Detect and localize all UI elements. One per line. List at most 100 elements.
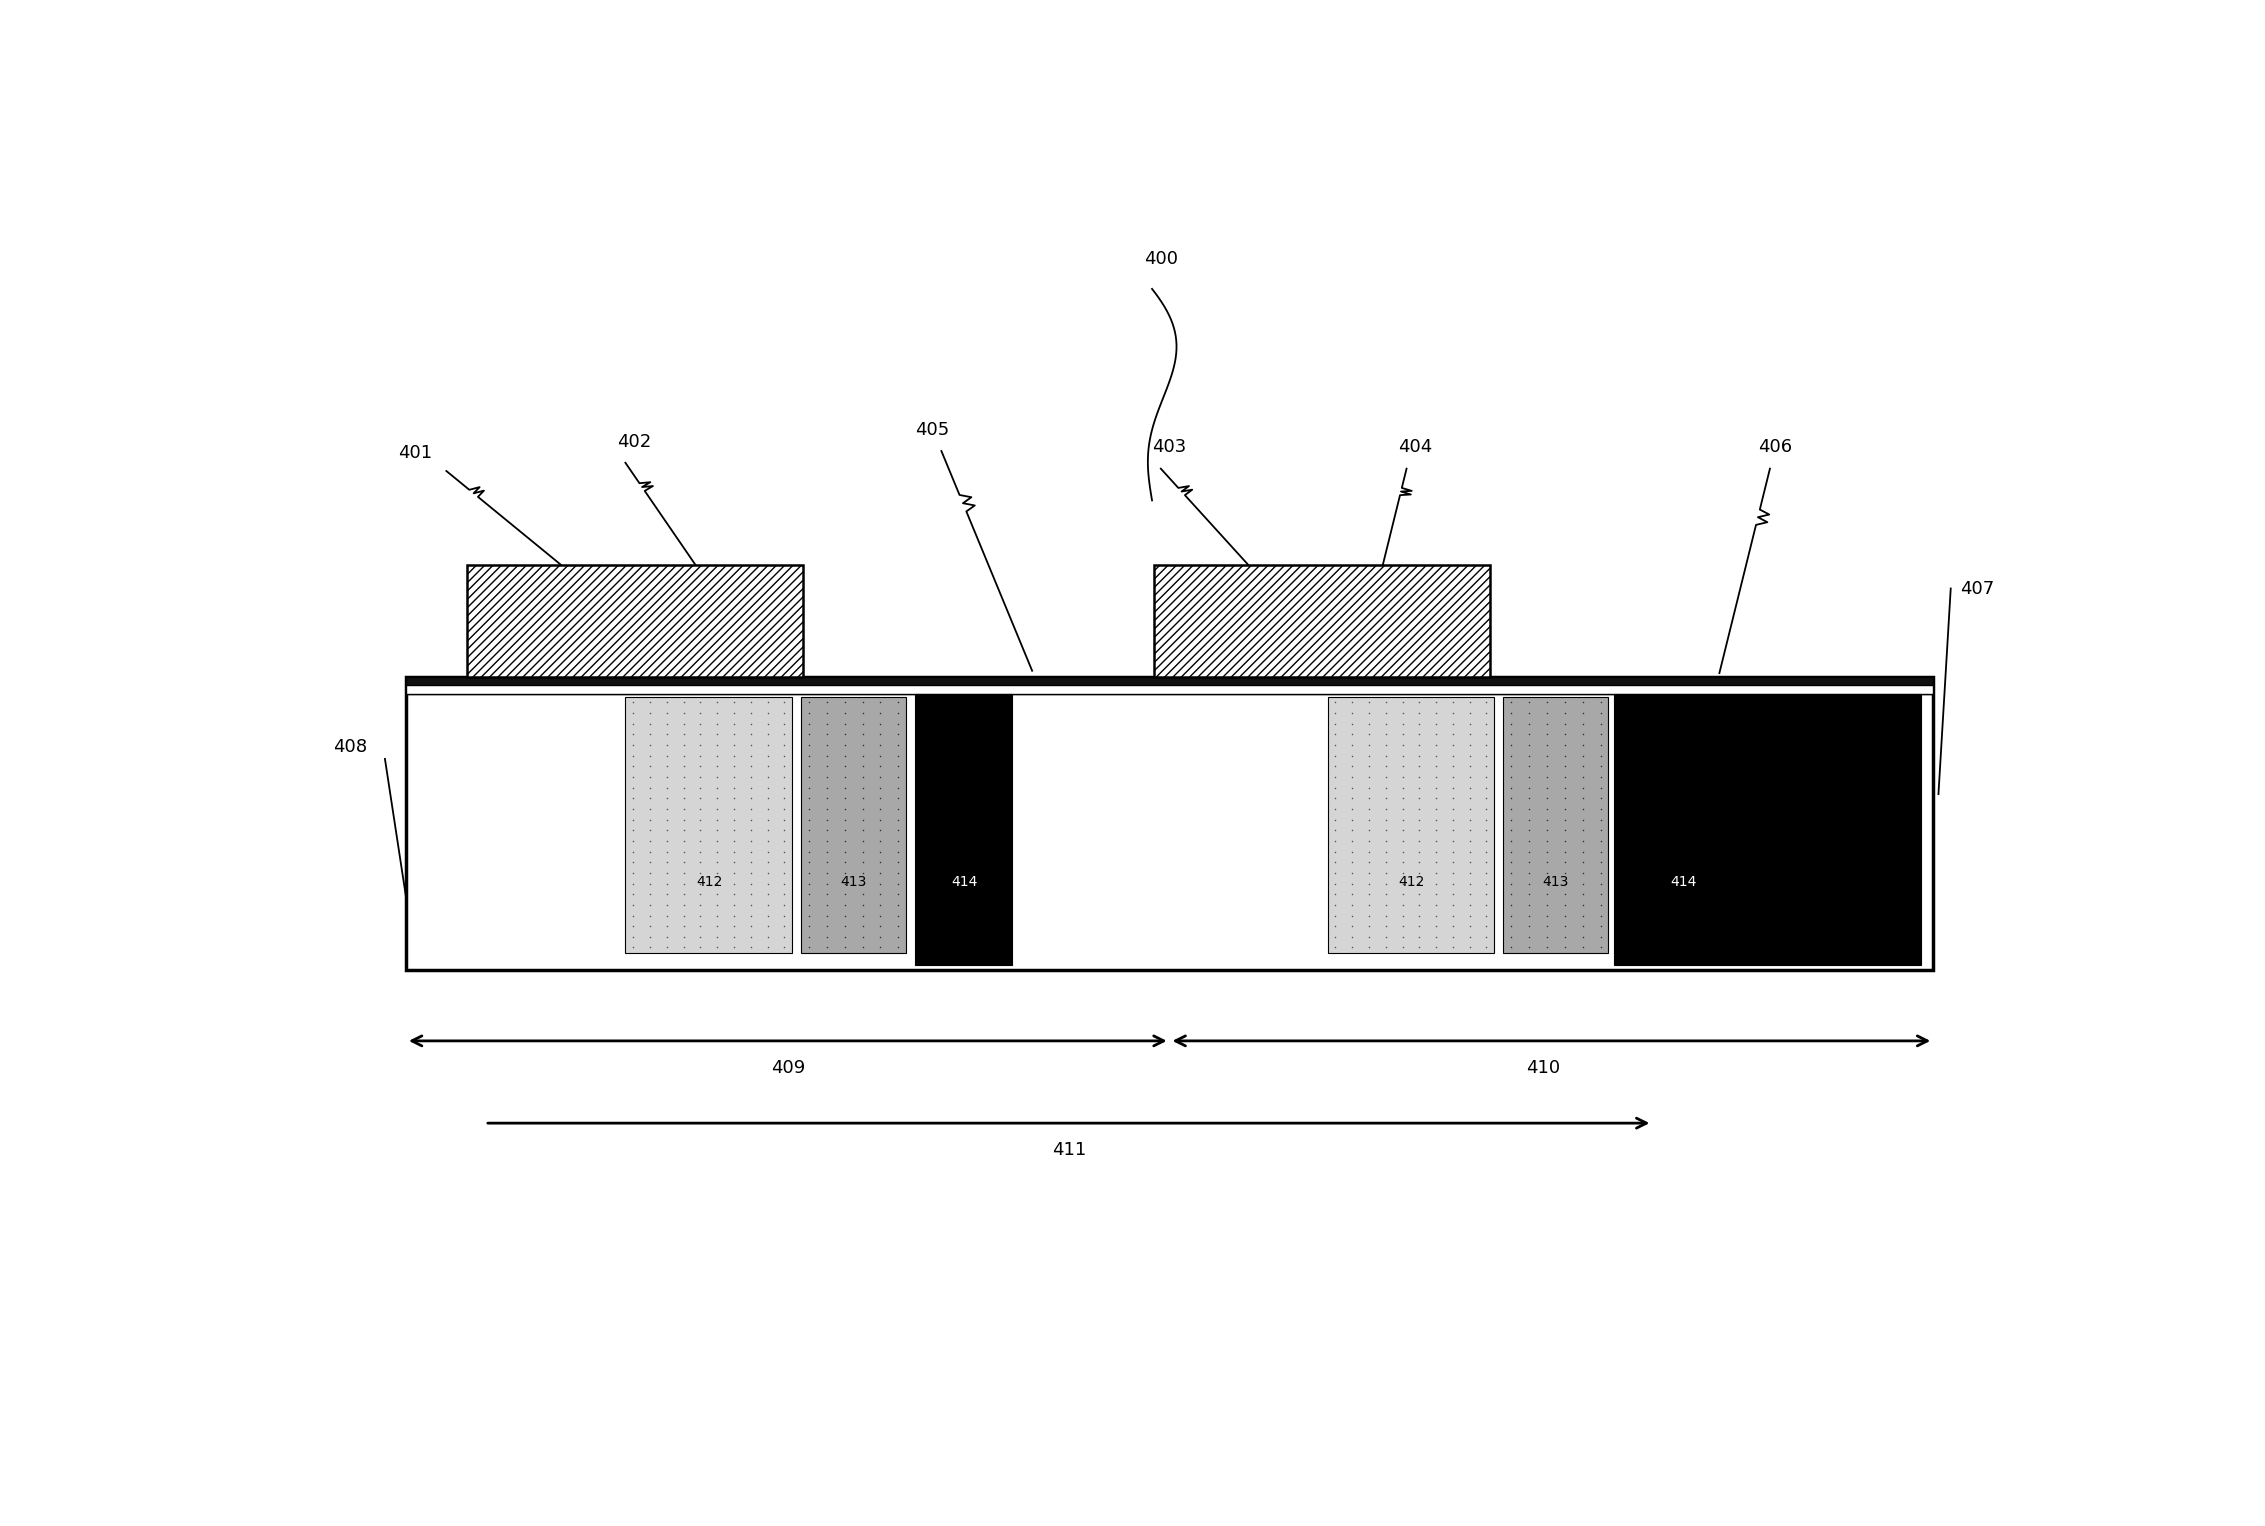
Point xyxy=(845,775,881,800)
Point xyxy=(1368,850,1404,874)
Point xyxy=(845,743,881,768)
Point xyxy=(700,914,736,938)
Point xyxy=(666,754,702,778)
Point xyxy=(1418,925,1454,949)
Point xyxy=(1452,700,1488,725)
Text: 405: 405 xyxy=(915,421,949,439)
Point xyxy=(1547,797,1583,821)
Point xyxy=(809,722,845,746)
Point xyxy=(1452,775,1488,800)
Point xyxy=(1511,743,1547,768)
Point xyxy=(863,743,899,768)
Point xyxy=(682,882,718,906)
Point xyxy=(1334,914,1370,938)
Point xyxy=(881,765,917,789)
Point xyxy=(716,775,752,800)
Point xyxy=(1350,711,1386,736)
Point xyxy=(716,914,752,938)
Point xyxy=(1583,893,1619,917)
Point xyxy=(1334,807,1370,832)
Point xyxy=(616,850,652,874)
Point xyxy=(648,861,684,885)
Point xyxy=(1368,711,1404,736)
Point xyxy=(750,722,786,746)
Point xyxy=(1565,797,1601,821)
Point xyxy=(682,732,718,757)
Point xyxy=(1452,893,1488,917)
Point xyxy=(1384,893,1420,917)
Point xyxy=(1468,829,1504,853)
Point xyxy=(1334,797,1370,821)
Point xyxy=(1384,871,1420,896)
Point xyxy=(1318,786,1354,810)
Point xyxy=(845,861,881,885)
Point xyxy=(1418,732,1454,757)
Point xyxy=(1434,850,1470,874)
Point xyxy=(700,743,736,768)
Point xyxy=(1368,743,1404,768)
Point xyxy=(632,711,668,736)
Point xyxy=(616,871,652,896)
Point xyxy=(648,722,684,746)
Point xyxy=(1350,807,1386,832)
Point xyxy=(716,935,752,960)
Point xyxy=(1583,807,1619,832)
Point xyxy=(1547,765,1583,789)
Point xyxy=(1418,775,1454,800)
Point xyxy=(863,914,899,938)
Text: 408: 408 xyxy=(333,739,367,755)
Point xyxy=(1334,861,1370,885)
Point xyxy=(1350,839,1386,864)
Point xyxy=(1452,690,1488,714)
Point xyxy=(1368,818,1404,842)
Point xyxy=(1318,925,1354,949)
Point xyxy=(716,754,752,778)
Point xyxy=(700,786,736,810)
Point xyxy=(682,829,718,853)
Point xyxy=(666,850,702,874)
Point xyxy=(750,818,786,842)
Point xyxy=(1468,711,1504,736)
Point xyxy=(682,722,718,746)
Point xyxy=(716,786,752,810)
Point xyxy=(1384,850,1420,874)
Point xyxy=(790,871,827,896)
Point xyxy=(1368,722,1404,746)
Point xyxy=(1565,690,1601,714)
Point xyxy=(1468,882,1504,906)
Point xyxy=(750,882,786,906)
Point xyxy=(750,850,786,874)
Point xyxy=(682,861,718,885)
Point xyxy=(827,850,863,874)
Point xyxy=(881,700,917,725)
Point xyxy=(750,807,786,832)
Point xyxy=(1511,882,1547,906)
Point xyxy=(1318,818,1354,842)
Point xyxy=(1334,690,1370,714)
Point xyxy=(1529,765,1565,789)
Point xyxy=(881,903,917,928)
Point xyxy=(863,711,899,736)
Point xyxy=(1493,807,1529,832)
Point xyxy=(766,818,802,842)
Point xyxy=(1565,925,1601,949)
Text: 407: 407 xyxy=(1959,580,1993,598)
Point xyxy=(827,829,863,853)
Point xyxy=(682,925,718,949)
Point xyxy=(1468,722,1504,746)
Point xyxy=(716,882,752,906)
Point xyxy=(1583,850,1619,874)
Point xyxy=(863,700,899,725)
Point xyxy=(1318,711,1354,736)
Point xyxy=(1418,797,1454,821)
Point xyxy=(790,711,827,736)
Point xyxy=(1547,690,1583,714)
Point xyxy=(881,775,917,800)
Point xyxy=(1468,807,1504,832)
Point xyxy=(1402,914,1438,938)
Point xyxy=(632,935,668,960)
Point xyxy=(732,711,768,736)
Point xyxy=(1511,818,1547,842)
Point xyxy=(766,786,802,810)
Point xyxy=(845,711,881,736)
